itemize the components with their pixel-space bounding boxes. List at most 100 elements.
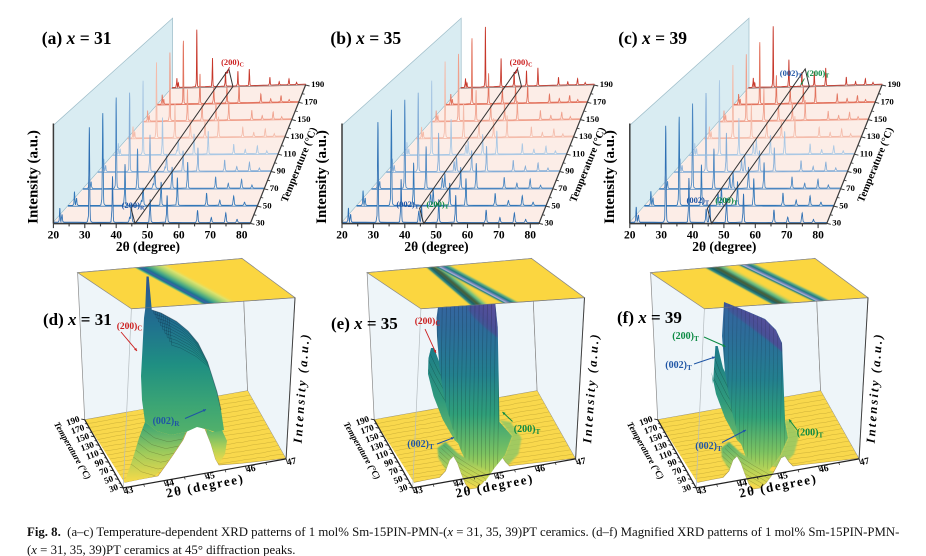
svg-text:130: 130	[290, 131, 304, 141]
svg-text:130: 130	[867, 131, 881, 141]
svg-text:(200)T: (200)T	[672, 331, 699, 343]
svg-text:(002)T: (002)T	[396, 199, 419, 211]
svg-text:70: 70	[98, 465, 110, 478]
svg-text:45: 45	[205, 471, 217, 483]
svg-text:90: 90	[383, 456, 395, 469]
svg-text:130: 130	[79, 439, 96, 453]
svg-text:90: 90	[277, 166, 286, 176]
svg-text:30: 30	[681, 482, 693, 495]
svg-text:130: 130	[579, 131, 593, 141]
svg-text:150: 150	[647, 431, 664, 445]
svg-text:80: 80	[236, 230, 248, 242]
svg-text:Intensity (a.u.): Intensity (a.u.)	[25, 130, 41, 224]
svg-text:80: 80	[812, 230, 824, 242]
svg-text:150: 150	[874, 114, 888, 124]
svg-text:170: 170	[593, 97, 607, 107]
svg-text:50: 50	[839, 200, 848, 210]
svg-text:(f) x = 39: (f) x = 39	[617, 308, 682, 327]
svg-text:(200)T: (200)T	[797, 428, 824, 440]
svg-text:90: 90	[853, 166, 862, 176]
svg-text:30: 30	[545, 218, 554, 228]
svg-text:30: 30	[108, 482, 120, 495]
svg-text:60: 60	[173, 230, 185, 242]
svg-text:30: 30	[832, 218, 841, 228]
svg-text:50: 50	[430, 230, 442, 242]
svg-text:43: 43	[696, 486, 708, 498]
svg-text:(200)T: (200)T	[807, 68, 830, 80]
svg-text:110: 110	[572, 148, 585, 158]
svg-text:44: 44	[164, 478, 176, 490]
svg-text:47: 47	[575, 457, 587, 469]
svg-text:(200)C: (200)C	[117, 321, 143, 333]
svg-text:20: 20	[624, 230, 636, 242]
svg-text:170: 170	[70, 422, 87, 436]
svg-text:150: 150	[74, 431, 91, 445]
svg-text:170: 170	[881, 97, 895, 107]
svg-text:50: 50	[103, 473, 115, 486]
svg-text:80: 80	[525, 230, 537, 242]
svg-text:50: 50	[263, 200, 272, 210]
svg-text:70: 70	[671, 465, 683, 478]
svg-text:50: 50	[718, 230, 730, 242]
svg-text:70: 70	[493, 230, 505, 242]
svg-text:46: 46	[245, 464, 257, 476]
svg-text:170: 170	[304, 97, 318, 107]
svg-text:110: 110	[658, 448, 674, 462]
svg-text:46: 46	[535, 464, 547, 476]
svg-text:43: 43	[413, 486, 425, 498]
svg-text:46: 46	[818, 464, 830, 476]
svg-text:150: 150	[297, 114, 311, 124]
svg-text:44: 44	[453, 478, 465, 490]
svg-text:190: 190	[638, 414, 655, 428]
svg-text:90: 90	[666, 456, 678, 469]
svg-text:150: 150	[364, 431, 381, 445]
svg-text:50: 50	[676, 473, 688, 486]
svg-text:45: 45	[778, 471, 790, 483]
svg-text:110: 110	[85, 448, 101, 462]
svg-text:50: 50	[392, 473, 404, 486]
svg-text:70: 70	[205, 230, 217, 242]
svg-text:(002)T: (002)T	[407, 439, 434, 451]
svg-text:30: 30	[79, 230, 91, 242]
svg-text:47: 47	[286, 457, 298, 469]
svg-text:170: 170	[643, 422, 660, 436]
svg-text:2θ (degree): 2θ (degree)	[116, 239, 180, 254]
svg-text:45: 45	[494, 471, 506, 483]
svg-text:20: 20	[336, 230, 348, 242]
svg-text:110: 110	[374, 448, 390, 462]
svg-text:190: 190	[600, 79, 614, 89]
svg-text:Intensity (a.u.): Intensity (a.u.)	[602, 130, 618, 224]
svg-text:20: 20	[48, 230, 60, 242]
svg-text:(002)T: (002)T	[780, 68, 803, 80]
svg-text:170: 170	[359, 422, 376, 436]
svg-text:(200)T: (200)T	[514, 424, 541, 436]
svg-text:90: 90	[565, 166, 574, 176]
svg-text:(b) x = 35: (b) x = 35	[330, 28, 401, 48]
svg-text:(200)C: (200)C	[221, 57, 244, 69]
svg-text:40: 40	[687, 230, 699, 242]
svg-text:60: 60	[462, 230, 474, 242]
svg-text:Intensity (a.u.): Intensity (a.u.)	[314, 130, 330, 224]
svg-text:(002)T: (002)T	[687, 195, 710, 207]
svg-text:190: 190	[888, 79, 902, 89]
svg-text:50: 50	[142, 230, 154, 242]
svg-text:130: 130	[369, 439, 386, 453]
svg-text:110: 110	[284, 148, 297, 158]
svg-text:(200)R: (200)R	[122, 200, 145, 212]
svg-text:(a) x = 31: (a) x = 31	[42, 28, 112, 48]
svg-text:30: 30	[655, 230, 667, 242]
svg-text:(c) x = 39: (c) x = 39	[618, 28, 687, 48]
svg-text:44: 44	[737, 478, 749, 490]
svg-text:30: 30	[256, 218, 265, 228]
svg-text:(200)T: (200)T	[426, 199, 449, 211]
svg-text:40: 40	[110, 230, 122, 242]
svg-text:(002)T: (002)T	[665, 360, 692, 372]
svg-text:30: 30	[368, 230, 380, 242]
svg-text:130: 130	[652, 439, 669, 453]
svg-text:(200)C: (200)C	[415, 316, 441, 328]
svg-text:(e) x = 35: (e) x = 35	[331, 314, 398, 333]
svg-text:70: 70	[387, 465, 399, 478]
svg-text:(002)R: (002)R	[153, 416, 181, 428]
svg-text:(d) x = 31: (d) x = 31	[43, 310, 112, 329]
svg-text:2θ (degree): 2θ (degree)	[404, 239, 468, 254]
